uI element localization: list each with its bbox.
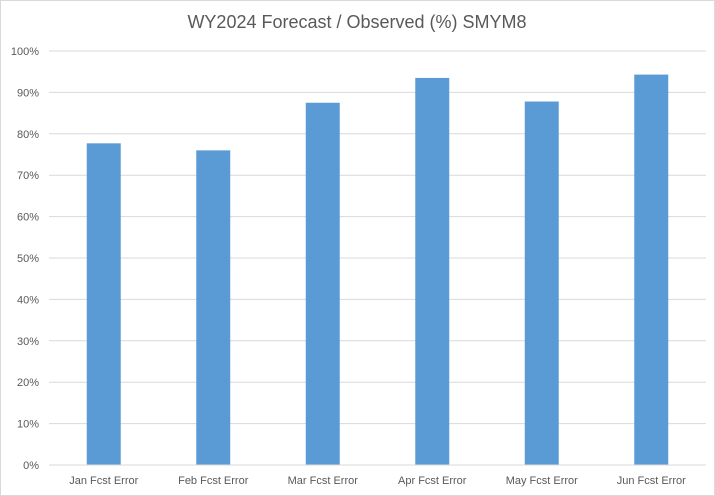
y-tick-label: 0% [23, 460, 39, 472]
y-tick-label: 50% [17, 253, 39, 265]
y-tick-label: 40% [17, 294, 39, 306]
y-tick-label: 20% [17, 377, 39, 389]
y-tick-label: 70% [17, 170, 39, 182]
x-category-label: Apr Fcst Error [398, 475, 467, 487]
x-category-label: Feb Fcst Error [178, 475, 249, 487]
bar [305, 102, 340, 465]
bar [524, 101, 559, 466]
bar [86, 143, 121, 465]
bar [415, 77, 450, 465]
y-tick-label: 90% [17, 87, 39, 99]
y-tick-label: 60% [17, 212, 39, 224]
x-category-label: Jan Fcst Error [69, 475, 138, 487]
y-tick-label: 100% [11, 46, 39, 58]
bars [86, 74, 669, 466]
x-category-label: May Fcst Error [506, 475, 578, 487]
chart-title: WY2024 Forecast / Observed (%) SMYM8 [187, 12, 526, 32]
y-tick-label: 10% [17, 419, 39, 431]
x-category-label: Jun Fcst Error [617, 475, 686, 487]
x-category-label: Mar Fcst Error [288, 475, 359, 487]
x-axis-category-labels: Jan Fcst Error Feb Fcst Error Mar Fcst Err… [69, 475, 686, 487]
bar [196, 150, 231, 466]
gridlines [49, 50, 706, 425]
y-axis-tick-labels: 0% 10% 20% 30% 40% 50% 60% 70% 80% 90% 100% [11, 46, 39, 472]
bar [634, 74, 669, 466]
y-tick-label: 30% [17, 336, 39, 348]
y-tick-label: 80% [17, 129, 39, 141]
